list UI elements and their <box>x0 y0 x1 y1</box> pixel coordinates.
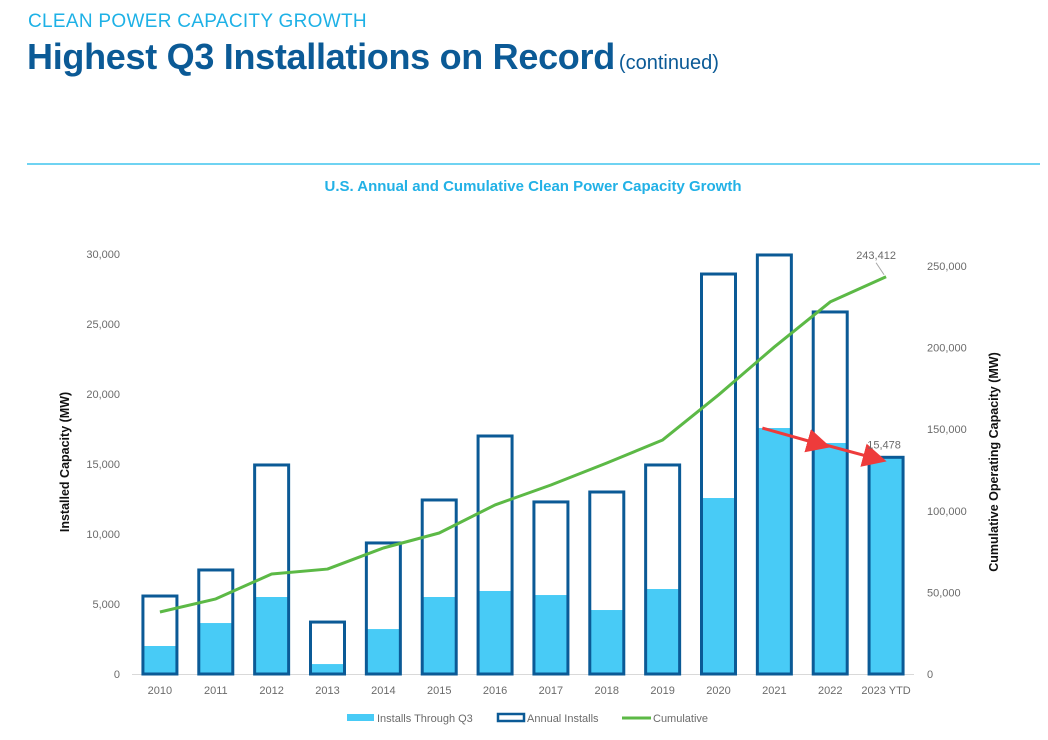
bar-annual-installs <box>197 568 235 676</box>
y-axis-left: 0 5,000 10,000 15,000 20,000 25,000 30,000 <box>86 249 120 681</box>
legend: Installs Through Q3 Annual Installs Cumula… <box>347 712 708 725</box>
y-tick-left: 5,000 <box>92 599 120 611</box>
bar-installs-q3 <box>645 589 680 674</box>
bar-installs-q3 <box>869 457 904 674</box>
legend-label-cumulative: Cumulative <box>653 713 708 725</box>
page-title: Highest Q3 Installations on Record (conti… <box>27 36 719 78</box>
data-labels: 243,412 15,478 <box>856 250 901 452</box>
bar-annual-installs <box>700 272 737 676</box>
y-tick-left: 0 <box>114 669 120 681</box>
data-label-annual: 15,478 <box>867 439 901 451</box>
annotation-arrow <box>817 441 887 467</box>
y-tick-left: 30,000 <box>86 249 120 261</box>
x-tick-label: 2019 <box>650 685 674 697</box>
bar-annual-installs <box>588 490 626 676</box>
legend-label-installs-q3: Installs Through Q3 <box>377 713 473 725</box>
x-tick-label: 2023 YTD <box>861 685 910 697</box>
x-tick-label: 2011 <box>204 685 228 697</box>
bar-annual-installs <box>309 620 346 676</box>
bar-installs-q3 <box>310 664 345 674</box>
x-tick-label: 2020 <box>706 685 730 697</box>
x-tick-label: 2022 <box>818 685 842 697</box>
bar-installs-q3 <box>533 595 568 674</box>
y-tick-left: 25,000 <box>86 319 120 331</box>
bar-annual-installs <box>532 500 570 676</box>
x-tick-label: 2016 <box>483 685 507 697</box>
y-axis-right: 0 50,000 100,000 150,000 200,000 250,000 <box>927 261 967 681</box>
annotation-arrows <box>761 426 887 467</box>
cumulative-line-group <box>159 275 887 614</box>
x-tick-label: 2015 <box>427 685 451 697</box>
bar-annual-installs <box>141 594 179 676</box>
bar-installs-q3 <box>142 646 177 674</box>
bars-annual-installs <box>141 253 905 676</box>
bar-installs-q3 <box>701 498 736 674</box>
bar-annual-installs <box>364 541 402 676</box>
x-tick-label: 2014 <box>371 685 395 697</box>
y-axis-title-left: Installed Capacity (MW) <box>58 392 72 532</box>
bar-annual-installs <box>420 498 458 676</box>
y-tick-right: 100,000 <box>927 506 967 518</box>
bar-annual-installs <box>755 253 793 676</box>
bar-installs-q3 <box>589 610 624 674</box>
x-tick-label: 2018 <box>595 685 619 697</box>
legend-swatch-annual-installs <box>496 712 526 723</box>
label-leader-line <box>875 262 885 276</box>
legend-swatch-installs-q3 <box>347 714 374 721</box>
y-tick-left: 20,000 <box>86 389 120 401</box>
bars-installs-q3 <box>142 428 904 674</box>
y-tick-right: 50,000 <box>927 587 961 599</box>
bar-installs-q3 <box>478 590 513 674</box>
page-title-text: Highest Q3 Installations on Record <box>27 36 615 77</box>
x-tick-label: 2021 <box>762 685 786 697</box>
bar-annual-installs <box>253 463 291 676</box>
y-tick-right: 200,000 <box>927 343 967 355</box>
y-tick-right: 250,000 <box>927 261 967 273</box>
page-title-suffix: (continued) <box>618 52 719 74</box>
cumulative-line <box>159 275 887 614</box>
y-axis-title-right: Cumulative Operating Capacity (MW) <box>987 352 1001 571</box>
x-tick-label: 2017 <box>539 685 563 697</box>
bar-annual-installs <box>811 310 849 676</box>
bar-annual-installs <box>476 434 514 676</box>
bar-installs-q3 <box>366 629 401 674</box>
x-tick-label: 2013 <box>315 685 339 697</box>
bar-annual-installs <box>644 463 682 676</box>
x-tick-label: 2012 <box>259 685 283 697</box>
y-tick-left: 10,000 <box>86 529 120 541</box>
legend-label-annual-installs: Annual Installs <box>527 713 599 725</box>
chart-title: U.S. Annual and Cumulative Clean Power C… <box>324 178 742 195</box>
bar-installs-q3 <box>198 623 233 674</box>
annotation-arrow <box>761 426 831 453</box>
header-divider <box>27 163 1040 165</box>
bar-installs-q3 <box>254 597 289 674</box>
bar-installs-q3 <box>757 428 792 674</box>
section-kicker: CLEAN POWER CAPACITY GROWTH <box>28 11 367 32</box>
bar-installs-q3 <box>422 597 457 674</box>
y-tick-left: 15,000 <box>86 459 120 471</box>
data-label-cumulative: 243,412 <box>856 250 896 262</box>
y-tick-right: 150,000 <box>927 424 967 436</box>
x-axis-labels: 2010 2011 2012 2013 2014 2015 2016 2017 2018 2019… <box>148 685 911 697</box>
y-tick-right: 0 <box>927 669 933 681</box>
x-tick-label: 2010 <box>148 685 172 697</box>
bar-installs-q3 <box>813 443 848 674</box>
